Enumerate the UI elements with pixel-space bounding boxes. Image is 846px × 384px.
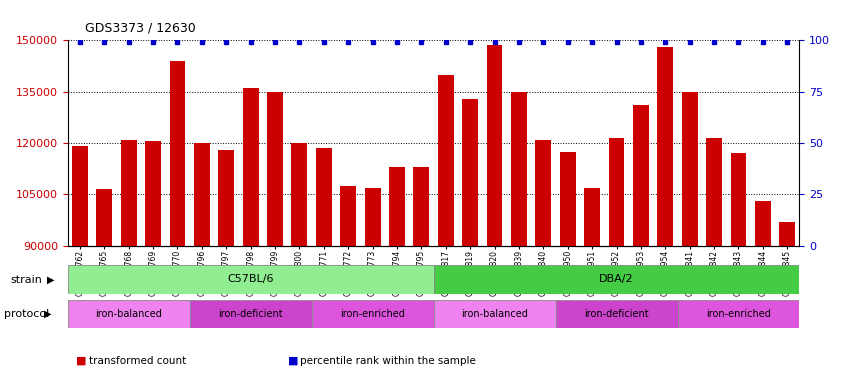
Text: iron-deficient: iron-deficient (218, 309, 283, 319)
Bar (194, 143, 210, 246)
Bar (678, 300, 799, 328)
Bar (755, 201, 771, 246)
Text: iron-balanced: iron-balanced (461, 309, 528, 319)
Bar (267, 92, 283, 246)
Bar (608, 138, 624, 246)
Text: iron-enriched: iron-enriched (340, 309, 405, 319)
Bar (311, 300, 433, 328)
Bar (292, 143, 307, 246)
Bar (438, 74, 453, 246)
Bar (433, 265, 799, 294)
Bar (316, 148, 332, 246)
Bar (433, 300, 556, 328)
Bar (146, 141, 161, 246)
Bar (365, 187, 381, 246)
Text: GDS3373 / 12630: GDS3373 / 12630 (85, 21, 195, 34)
Bar (536, 140, 552, 246)
Bar (389, 167, 405, 246)
Bar (68, 300, 190, 328)
Bar (585, 187, 600, 246)
Bar (68, 265, 433, 294)
Bar (682, 92, 698, 246)
Text: iron-deficient: iron-deficient (585, 309, 649, 319)
Bar (72, 146, 88, 246)
Text: iron-enriched: iron-enriched (706, 309, 771, 319)
Text: DBA/2: DBA/2 (599, 274, 634, 285)
Bar (243, 88, 259, 246)
Text: protocol: protocol (4, 309, 49, 319)
Bar (340, 186, 356, 246)
Text: transformed count: transformed count (89, 356, 186, 366)
Bar (190, 300, 311, 328)
Bar (121, 140, 136, 246)
Bar (218, 150, 234, 246)
Bar (560, 152, 575, 246)
Text: ▶: ▶ (44, 309, 52, 319)
Bar (633, 105, 649, 246)
Bar (779, 222, 795, 246)
Bar (169, 61, 185, 246)
Bar (96, 189, 113, 246)
Text: percentile rank within the sample: percentile rank within the sample (300, 356, 476, 366)
Text: iron-balanced: iron-balanced (96, 309, 162, 319)
Text: ■: ■ (76, 356, 86, 366)
Text: C57BL/6: C57BL/6 (228, 274, 274, 285)
Text: ▶: ▶ (47, 275, 54, 285)
Bar (657, 47, 673, 246)
Text: strain: strain (10, 275, 42, 285)
Bar (511, 92, 527, 246)
Bar (414, 167, 429, 246)
Bar (706, 138, 722, 246)
Text: ■: ■ (288, 356, 298, 366)
Bar (731, 153, 746, 246)
Bar (486, 45, 503, 246)
Bar (462, 99, 478, 246)
Bar (556, 300, 678, 328)
